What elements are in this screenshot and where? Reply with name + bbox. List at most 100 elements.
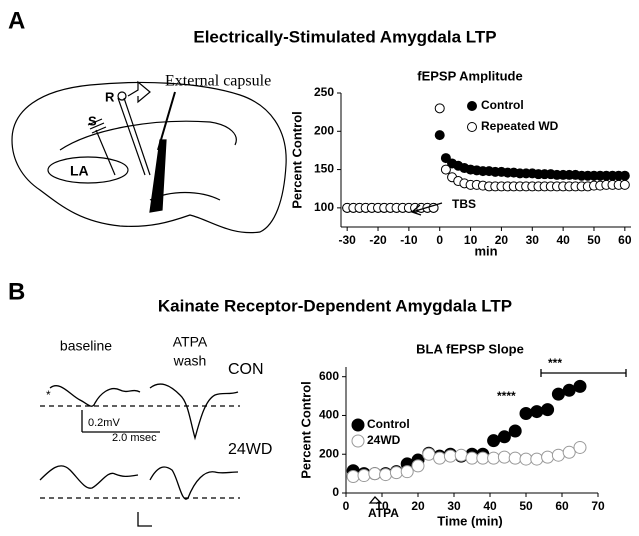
annotation: ****: [497, 389, 516, 403]
legend-label: 24WD: [367, 433, 401, 447]
data-point: [541, 403, 555, 417]
data-point: [497, 430, 511, 444]
trace-label: 24WD: [228, 441, 272, 458]
data-point: [440, 153, 451, 164]
data-point: [357, 469, 371, 483]
legend-marker: [351, 418, 365, 432]
panel-title: Kainate Receptor-Dependent Amygdala LTP: [158, 296, 512, 315]
x-tick-label: 0: [436, 233, 443, 247]
y-tick-label: 200: [319, 446, 339, 460]
legend-marker: [351, 434, 365, 448]
y-tick-label: 150: [314, 162, 334, 176]
data-point: [562, 383, 576, 397]
data-point: [379, 468, 393, 482]
x-tick-label: 60: [555, 499, 569, 513]
panel-label: A: [8, 7, 25, 34]
annotation: TBS: [452, 197, 476, 211]
data-point: [346, 470, 360, 484]
diagram-label: External capsule: [165, 73, 271, 90]
data-point: [434, 130, 445, 141]
x-tick-label: 20: [411, 499, 425, 513]
data-point: [551, 448, 565, 462]
data-point: [573, 440, 587, 454]
data-point: [434, 103, 445, 114]
data-point: [368, 467, 382, 481]
x-tick-label: -30: [338, 233, 356, 247]
data-point: [487, 434, 501, 448]
data-point: [519, 407, 533, 421]
x-axis-label: min: [474, 243, 497, 258]
data-point: [433, 451, 447, 465]
x-tick-label: 50: [587, 233, 601, 247]
data-point: [541, 450, 555, 464]
legend-label: Control: [367, 417, 410, 431]
data-point: [422, 447, 436, 461]
data-point: [465, 451, 479, 465]
data-point: [551, 387, 565, 401]
data-point: [411, 459, 425, 473]
legend-marker: [467, 101, 477, 111]
y-tick-label: 0: [332, 485, 339, 499]
x-tick-label: 50: [519, 499, 533, 513]
data-point: [508, 451, 522, 465]
data-point: [454, 448, 468, 462]
x-tick-label: 30: [526, 233, 540, 247]
legend-label: Control: [481, 98, 524, 112]
x-axis-label: Time (min): [437, 513, 503, 528]
y-axis-label: Percent Control: [298, 381, 313, 479]
x-tick-label: 40: [556, 233, 570, 247]
data-point: [619, 170, 630, 181]
x-tick-label: 30: [447, 499, 461, 513]
annotation-arrow: [368, 496, 383, 504]
y-tick-label: 600: [319, 369, 339, 383]
data-point: [497, 450, 511, 464]
x-tick-label: 0: [343, 499, 350, 513]
x-tick-label: -10: [400, 233, 418, 247]
data-point: [487, 451, 501, 465]
data-point: [389, 466, 403, 480]
chart-title: BLA fEPSP Slope: [416, 341, 524, 356]
y-tick-label: 400: [319, 408, 339, 422]
annotation: ATPA: [368, 506, 399, 520]
panel-title: Electrically-Stimulated Amygdala LTP: [193, 27, 496, 46]
legend-marker: [467, 122, 477, 132]
scale-label: 2.0 msec: [112, 432, 157, 444]
data-point: [440, 164, 451, 175]
annotation-arrow: [410, 202, 443, 216]
data-point: [619, 179, 630, 190]
data-point: [562, 445, 576, 459]
scale-label: 0.2mV: [88, 417, 120, 429]
traces: [39, 383, 240, 527]
x-tick-label: 40: [483, 499, 497, 513]
x-tick-label: 60: [618, 233, 632, 247]
chart-title: fEPSP Amplitude: [417, 68, 522, 83]
data-point: [519, 452, 533, 466]
brain-diagram: [11, 80, 287, 234]
legend-label: Repeated WD: [481, 119, 559, 133]
data-point: [508, 424, 522, 438]
panel-label: B: [8, 278, 25, 305]
y-tick-label: 250: [314, 85, 334, 99]
data-point: [530, 452, 544, 466]
annotation: ***: [548, 356, 562, 370]
data-point: [573, 379, 587, 393]
diagram-label: LA: [70, 163, 89, 179]
trace-label: ATPA: [173, 334, 208, 350]
trace-label: wash: [173, 353, 207, 369]
trace-label: CON: [228, 361, 264, 378]
data-point: [443, 449, 457, 463]
x-tick-label: 20: [495, 233, 509, 247]
y-axis-label: Percent Control: [289, 111, 304, 209]
y-tick-label: 200: [314, 123, 334, 137]
y-tick-label: 100: [314, 200, 334, 214]
diagram-label: R: [105, 89, 115, 104]
diagram-label: S: [88, 113, 97, 128]
trace-label: baseline: [60, 338, 112, 354]
data-point: [530, 405, 544, 419]
data-point: [476, 451, 490, 465]
x-tick-label: 10: [464, 233, 478, 247]
x-tick-label: 70: [591, 499, 605, 513]
data-point: [400, 465, 414, 479]
trace-marker: *: [46, 388, 51, 402]
